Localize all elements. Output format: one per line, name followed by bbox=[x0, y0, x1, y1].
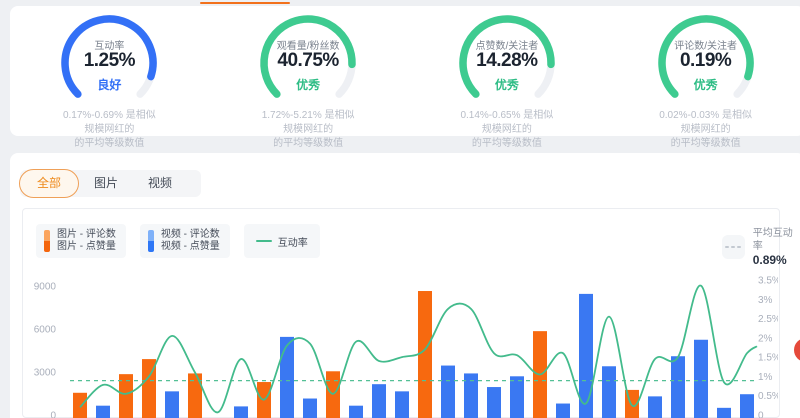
gauge-comments-per-followers: 评论数/关注者 0.19% 优秀 0.02%-0.03% 是相似规模网红的 的平均… bbox=[606, 6, 800, 149]
gauge-label: 互动率 bbox=[94, 41, 125, 52]
gauge-description: 0.17%-0.69% 是相似规模网红的 的平均等级数值 bbox=[62, 110, 156, 149]
gauge-rating: 良好 bbox=[97, 78, 122, 92]
svg-text:1%: 1% bbox=[758, 372, 773, 383]
gauge-rating: 优秀 bbox=[494, 78, 519, 92]
line-series-swatch-icon bbox=[255, 240, 272, 242]
legend-image-series[interactable]: 图片 - 评论数 图片 - 点赞量 bbox=[36, 224, 126, 258]
tab-videos[interactable]: 视频 bbox=[148, 176, 173, 190]
chart-legend: 图片 - 评论数 图片 - 点赞量 视频 - 评论数 视频 - 点赞量 互动率 bbox=[36, 224, 320, 258]
svg-text:0: 0 bbox=[50, 411, 56, 418]
video-series-swatch-icon bbox=[147, 230, 154, 252]
top-scroll-indicator bbox=[200, 2, 290, 4]
gauge-views-per-fans: 观看量/粉丝数 40.75% 优秀 1.72%-5.21% 是相似规模网红的 的平… bbox=[209, 6, 408, 149]
svg-text:1.5%: 1.5% bbox=[758, 353, 778, 364]
svg-text:2.5%: 2.5% bbox=[758, 314, 778, 325]
svg-text:3.5%: 3.5% bbox=[758, 276, 778, 287]
gauge-rating: 优秀 bbox=[296, 78, 321, 92]
image-series-swatch-icon bbox=[44, 230, 50, 252]
gauge-likes-per-followers: 点赞数/关注者 14.28% 优秀 0.14%-0.65% 是相似规模网红的 的平… bbox=[408, 6, 607, 149]
floating-action-button[interactable] bbox=[794, 338, 800, 362]
gauge-value: 40.75% bbox=[277, 50, 339, 71]
svg-text:0.5%: 0.5% bbox=[758, 391, 778, 402]
svg-text:3%: 3% bbox=[758, 295, 773, 306]
gauge-description: 0.14%-0.65% 是相似规模网红的 的平均等级数值 bbox=[460, 110, 554, 149]
gauge-description: 1.72%-5.21% 是相似规模网红的 的平均等级数值 bbox=[261, 110, 355, 149]
gauge-ring-icon bbox=[61, 15, 158, 98]
gauge-description: 0.02%-0.03% 是相似规模网红的 的平均等级数值 bbox=[659, 110, 753, 149]
gauge-value: 0.19% bbox=[679, 50, 732, 71]
gauge-rating: 优秀 bbox=[693, 78, 718, 92]
gauge-engagement-rate: 互动率 1.25% 良好 0.17%-0.69% 是相似规模网红的 的平均等级数值 bbox=[10, 6, 209, 149]
legend-label: 图片 - 评论数 bbox=[57, 229, 116, 240]
gauge-value: 1.25% bbox=[83, 50, 136, 71]
media-type-tabs: 全部 图片 视频 bbox=[19, 169, 202, 198]
average-rate-legend: 平均互动率 0.89% bbox=[722, 227, 800, 267]
legend-label: 视频 - 评论数 bbox=[160, 229, 220, 240]
gauge-ring-icon bbox=[657, 15, 754, 98]
svg-text:2%: 2% bbox=[758, 333, 773, 344]
legend-video-series[interactable]: 视频 - 评论数 视频 - 点赞量 bbox=[139, 224, 230, 258]
legend-label: 互动率 bbox=[277, 237, 308, 249]
gauge-label: 评论数/关注者 bbox=[674, 41, 738, 52]
gauge-label: 观看量/粉丝数 bbox=[276, 41, 340, 52]
svg-text:0: 0 bbox=[758, 411, 764, 418]
tab-all[interactable]: 全部 bbox=[19, 169, 80, 198]
legend-rate-line[interactable]: 互动率 bbox=[243, 224, 320, 258]
gauge-ring-icon bbox=[260, 15, 356, 98]
legend-label: 视频 - 点赞量 bbox=[160, 241, 220, 252]
average-rate-value: 0.89% bbox=[752, 253, 787, 267]
bar-line-chart[interactable]: 9000 6000 3000 0 3.5% 3% 2.5% 2% 1.5% 1% 0.5% 0 bbox=[24, 264, 778, 418]
gauge-label: 点赞数/关注者 bbox=[475, 41, 539, 52]
legend-label: 图片 - 点赞量 bbox=[57, 241, 116, 252]
summary-card: 互动率 1.25% 良好 0.17%-0.69% 是相似规模网红的 的平均等级数值… bbox=[10, 6, 800, 149]
gauge-value: 14.28% bbox=[476, 50, 538, 71]
average-rate-label: 平均互动率 bbox=[752, 228, 793, 252]
svg-text:3000: 3000 bbox=[34, 368, 57, 379]
svg-text:9000: 9000 bbox=[34, 282, 57, 293]
dashed-line-icon bbox=[722, 235, 745, 259]
svg-text:6000: 6000 bbox=[34, 325, 57, 336]
gauge-ring-icon bbox=[459, 15, 555, 98]
tab-images[interactable]: 图片 bbox=[94, 176, 119, 190]
